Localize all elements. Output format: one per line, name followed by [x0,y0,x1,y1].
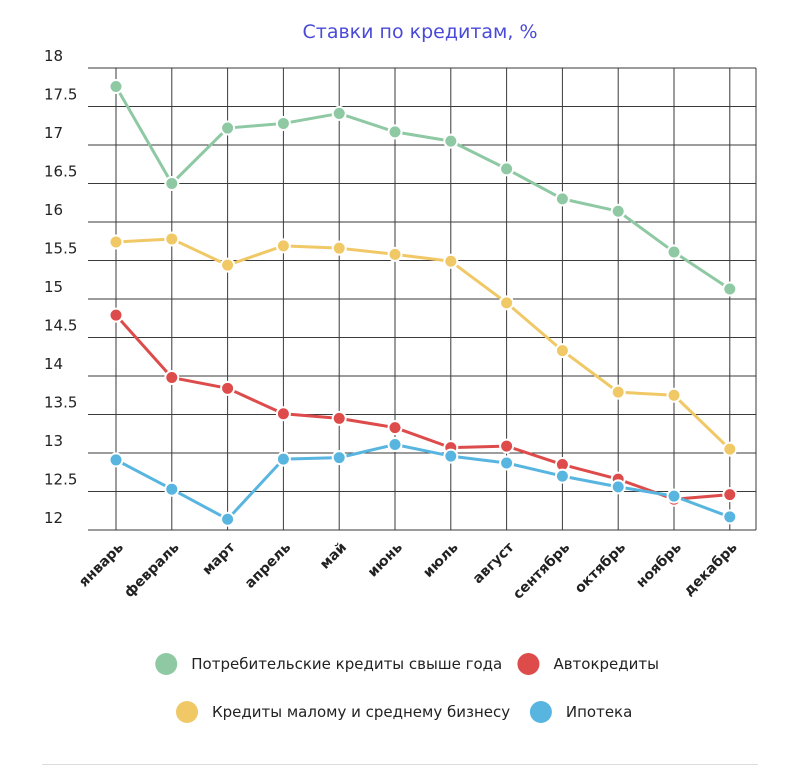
x-tick-label: январь [76,539,127,590]
x-tick-label: сентябрь [510,539,573,602]
data-point[interactable] [164,231,180,247]
data-point[interactable] [387,437,403,453]
data-point[interactable] [164,370,180,386]
data-point[interactable] [387,246,403,262]
x-tick-label: март [200,539,240,579]
y-tick-label: 15 [44,278,63,296]
data-point[interactable] [554,468,570,484]
data-point[interactable] [164,176,180,191]
series-1 [108,231,738,457]
series-0 [108,78,738,297]
series-line [115,443,731,521]
data-point[interactable] [331,410,347,426]
legend-item[interactable]: Автокредиты [517,653,659,675]
data-point[interactable] [443,133,459,149]
data-point[interactable] [554,343,570,359]
series-line [114,85,731,291]
data-point[interactable] [220,511,236,527]
data-point[interactable] [610,479,626,495]
y-tick-label: 14 [44,355,63,373]
legend-item[interactable]: Потребительские кредиты свыше года [155,653,502,675]
x-tick-label: июль [420,539,461,580]
data-point[interactable] [666,387,682,403]
legend-item[interactable]: Кредиты малому и среднему бизнесу [176,701,510,723]
legend-item[interactable]: Ипотека [529,701,632,723]
legend-marker [155,653,178,675]
y-tick-label: 12 [44,509,63,527]
data-point[interactable] [108,78,124,94]
legend-label: Ипотека [566,703,632,721]
data-point[interactable] [331,450,347,466]
y-tick-label: 17 [44,124,63,142]
data-point[interactable] [722,441,738,457]
y-tick-label: 15.5 [44,240,77,258]
series-3 [108,437,738,527]
data-point[interactable] [722,281,738,297]
x-tick-label: май [317,540,350,573]
data-point[interactable] [108,452,124,468]
data-point[interactable] [666,488,682,504]
data-point[interactable] [275,115,291,131]
legend-marker [176,701,198,723]
data-point[interactable] [722,509,738,525]
y-tick-label: 16 [44,201,63,219]
data-point[interactable] [722,487,738,503]
legend-marker [517,653,540,675]
data-point[interactable] [331,105,347,121]
data-point[interactable] [499,455,515,471]
series-lines [108,78,738,527]
data-point[interactable] [331,240,347,256]
data-point[interactable] [387,420,403,436]
y-tick-label: 16.5 [44,163,77,181]
chart-title: Ставки по кредитам, % [302,21,537,43]
y-tick-label: 12.5 [44,471,77,489]
x-tick-label: декабрь [681,539,741,599]
x-tick-label: февраль [121,539,182,600]
data-point[interactable] [499,161,515,177]
x-tick-label: август [470,539,518,587]
data-point[interactable] [610,203,626,219]
legend-marker [529,701,552,723]
bottom-divider [42,764,758,765]
data-point[interactable] [220,380,236,396]
x-tick-label: апрель [242,539,294,591]
y-axis-ticks: 12 12.5 13 13.5 14 14.5 15 15.5 16 16.5 17 17.5 18 [44,47,77,527]
x-tick-label: ноябрь [633,539,685,591]
x-tick-label: июнь [365,539,406,580]
legend-label: Автокредиты [553,655,659,673]
data-point[interactable] [220,257,236,273]
legend-label: Кредиты малому и среднему бизнесу [212,703,510,721]
data-point[interactable] [443,253,459,269]
data-point[interactable] [275,406,291,422]
legend: Потребительские кредиты свыше года Автокр… [155,653,659,723]
data-point[interactable] [275,451,291,467]
y-tick-label: 14.5 [44,317,77,335]
data-point[interactable] [443,448,459,464]
series-2 [108,307,738,507]
data-point[interactable] [275,238,291,254]
y-tick-label: 17.5 [44,86,77,104]
y-tick-label: 13 [44,432,63,450]
y-tick-label: 18 [44,47,63,65]
x-tick-label: октябрь [572,539,629,596]
data-point[interactable] [164,481,180,497]
data-point[interactable] [666,244,682,260]
legend-label: Потребительские кредиты свыше года [191,655,502,673]
data-point[interactable] [554,191,570,207]
data-point[interactable] [610,384,626,400]
series-line [114,314,730,501]
data-point[interactable] [108,234,124,250]
data-point[interactable] [499,295,515,311]
data-point[interactable] [108,307,124,323]
data-point[interactable] [499,438,515,454]
data-point[interactable] [387,124,403,140]
series-line [115,237,731,451]
data-point[interactable] [220,120,236,136]
y-tick-label: 13.5 [44,394,77,412]
